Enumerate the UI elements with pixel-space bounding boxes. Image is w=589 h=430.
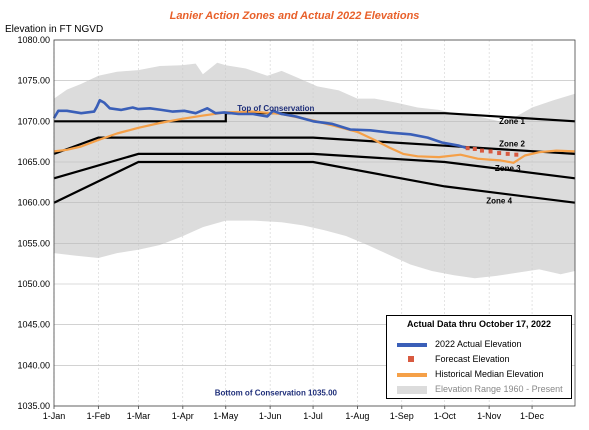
legend-title: Actual Data thru October 17, 2022: [406, 319, 552, 329]
legend-label-forecast: Forecast Elevation: [435, 354, 510, 364]
legend-swatch-range: [397, 386, 427, 394]
x-tick-label: 1-Jul: [303, 411, 323, 421]
x-tick-label: 1-Oct: [434, 411, 457, 421]
zone-line: [53, 136, 576, 155]
legend-label-median: Historical Median Elevation: [435, 369, 544, 379]
y-tick-label: 1070.00: [17, 116, 50, 126]
x-tick-label: 1-Sep: [390, 411, 414, 421]
x-tick-label: 1-Dec: [520, 411, 545, 421]
plot-frame: [53, 39, 576, 407]
annotation-label: Zone 2: [499, 140, 525, 149]
y-tick-label: 1055.00: [17, 238, 50, 248]
legend-label-range: Elevation Range 1960 - Present: [435, 384, 563, 394]
y-axis-title: Elevation in FT NGVD: [5, 24, 104, 35]
x-tick-label: 1-Mar: [127, 411, 151, 421]
legend-item-range: Elevation Range 1960 - Present: [387, 383, 571, 397]
x-tick-label: 1-Jun: [259, 411, 282, 421]
forecast-point: [514, 152, 519, 157]
annotation-label: Zone 3: [495, 164, 521, 173]
legend-swatch-median: [397, 373, 427, 377]
forecast-point: [488, 149, 493, 154]
annotations: Top of Conservation Zone 1 Zone 2 Zone 3 Zon…: [215, 104, 526, 398]
zone-line: [53, 160, 576, 204]
y-tick-label: 1075.00: [17, 76, 50, 86]
chart-legend: Actual Data thru October 17, 2022 2022 A…: [386, 315, 572, 399]
y-tick-label: 1045.00: [17, 320, 50, 330]
action-zone-lines: [53, 112, 576, 204]
chart-title: Lanier Action Zones and Actual 2022 Elev…: [169, 10, 420, 22]
y-tick-label: 1060.00: [17, 198, 50, 208]
forecast-point: [497, 151, 502, 156]
y-tick-label: 1080.00: [17, 35, 50, 45]
forecast-point: [465, 146, 470, 151]
legend-swatch-forecast: [397, 356, 427, 362]
legend-swatch-actual: [397, 343, 427, 347]
x-tick-label: 1-Jan: [43, 411, 66, 421]
x-tick-label: 1-Aug: [345, 411, 369, 421]
legend-item-actual: 2022 Actual Elevation: [387, 338, 571, 352]
annotation-label: Bottom of Conservation 1035.00: [215, 388, 338, 397]
legend-item-median: Historical Median Elevation: [387, 368, 571, 382]
annotation-label: Top of Conservation: [237, 104, 314, 113]
y-tick-label: 1040.00: [17, 360, 50, 370]
forecast-marker-icon: [408, 356, 414, 362]
series-lines: [52, 98, 576, 164]
zone-line: [53, 152, 576, 180]
axes: 1035.00 1040.00 1045.00 1050.00 1055.00 1060.…: [17, 35, 576, 421]
actual-elevation-line: [52, 98, 469, 150]
x-tick-label: 1-May: [213, 411, 239, 421]
y-tick-label: 1035.00: [17, 401, 50, 411]
x-tick-label: 1-Apr: [172, 411, 194, 421]
forecast-point: [505, 151, 510, 156]
forecast-point: [472, 146, 477, 151]
legend-item-forecast: Forecast Elevation: [387, 353, 571, 367]
y-tick-label: 1065.00: [17, 157, 50, 167]
y-tick-label: 1050.00: [17, 279, 50, 289]
median-elevation-line: [53, 110, 576, 164]
x-tick-label: 1-Feb: [87, 411, 111, 421]
annotation-label: Zone 4: [486, 196, 512, 205]
annotation-label: Zone 1: [499, 117, 525, 126]
legend-label-actual: 2022 Actual Elevation: [435, 339, 522, 349]
forecast-point: [479, 148, 484, 153]
x-tick-label: 1-Nov: [477, 411, 502, 421]
